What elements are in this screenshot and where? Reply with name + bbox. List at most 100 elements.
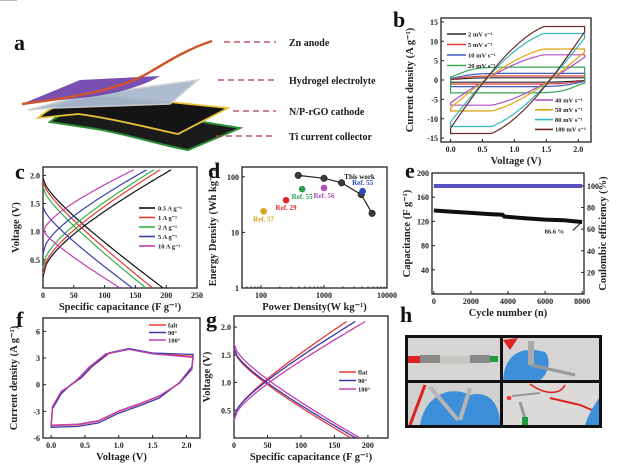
y-tick-label: 1 [235,284,239,293]
legend-label: 0.5 A g⁻¹ [158,205,182,212]
x-tick-label: 150 [129,291,141,300]
legend-label: 10 mV s⁻¹ [468,52,496,59]
panel-h-photos [405,335,602,428]
x-axis-label: Voltage (V) [96,452,147,463]
y-tick-label: 0 [36,381,40,390]
y-axis-label: Current density (A g⁻¹) [9,325,20,430]
charge-curve-5 [42,169,134,235]
photo-led-demo [503,383,599,426]
ref-point [359,187,366,195]
this-work-point [320,174,328,182]
y-tick-label: 160 [417,193,429,202]
photo-folded-device [408,383,500,426]
photo-bent-device [503,338,599,380]
chart-f: 0.0 0.5 1.0 1.5 2.0 6 3 0 -3 -6 Voltage (V) Current… [9,317,201,463]
panel-label-e: e [405,158,415,183]
ref-label: Ref. 55 [352,179,373,187]
cv-bend-curve-3 [50,348,194,426]
y-axis-label: Voltage (V) [11,202,22,253]
legend-label: 100 mV s⁻¹ [555,127,586,134]
ref-point [320,184,328,192]
legend-label: 80 mV s⁻¹ [555,117,583,124]
x-tick-label: 1.5 [148,441,158,450]
legend-label: 50 mV s⁻¹ [555,107,583,114]
cv-curve-5 [450,54,586,106]
x-tick-label: 2.0 [573,145,583,154]
y-tick-label: 1.0 [30,228,40,237]
cv-curve-7 [450,32,586,128]
y-tick-label: 1.5 [221,351,231,360]
y-tick-label: 0.5 [221,406,231,415]
chart-d: 100 1000 10000 1 10 100 Power Density(W kg⁻¹) E… [208,166,397,313]
y-axis-label: Voltage (V) [202,351,213,402]
discharge-curve-2 [42,180,153,289]
label-cathode: N/P-rGO cathode [289,107,365,118]
discharge-curve-3 [233,343,361,439]
y-tick-label: 6 [36,327,40,336]
y-tick-label: 100 [227,173,239,182]
x-tick-label: 100 [255,291,267,300]
chart-b: 0.0 0.5 1.0 1.5 2.0 15 10 5 0 -5 -10 -15 Voltage (V)… [405,17,592,167]
discharge-curve-1 [233,349,352,439]
legend-label: flat [358,369,368,376]
panel-label-f: f [16,307,24,332]
discharge-curve-1 [42,178,164,289]
cv-curve-1 [450,77,586,83]
y-tick-label: 80 [421,242,429,251]
legend-label: 2 mV s⁻¹ [468,31,492,38]
y-tick-label: 2.0 [221,323,231,332]
top-edge-mark [0,0,17,1]
legend-label: 40 mV s⁻¹ [555,97,583,104]
y-tick-label: 1.5 [30,200,40,209]
x-tick-label: 4000 [500,297,516,306]
x-axis-label: Voltage (V) [491,156,542,167]
y-tick-label: 120 [417,217,429,226]
charge-curve-2 [42,169,161,275]
x-tick-label: 2.0 [181,441,191,450]
plot-frame [233,315,389,439]
chart-c: 0 50 100 150 200 250 0.5 1.0 1.5 2.0 Specific capa… [11,166,203,313]
x-tick-label: 2000 [463,297,479,306]
legend-label: 2 A g⁻¹ [158,224,177,231]
x-axis-label: Power Density(W kg⁻¹) [262,302,367,313]
x-tick-label: 6000 [537,297,553,306]
legend-label: 180° [358,386,371,393]
y-tick-label: 2.0 [30,171,40,180]
ref-label: Ref. 55 [292,193,313,201]
y-tick-label: -15 [427,134,438,143]
zn-anode-layer [21,39,213,106]
x-tick-label: 50 [263,441,271,450]
x-tick-label: 1.0 [114,441,124,450]
cv-curve-3 [450,72,586,88]
y-tick-label: 15 [430,18,438,27]
label-collector: Ti current collector [289,132,372,143]
legend-label: 5 A g⁻¹ [158,234,177,241]
y-right-tick-label: 20 [587,268,595,277]
charge-curve-3 [233,320,366,421]
ref-label: Ref. 56 [313,192,334,200]
panel-label-c: c [15,159,25,184]
x-tick-label: 0.0 [46,441,56,450]
discharge-curve-2 [233,347,357,439]
x-tick-label: 1.0 [509,145,519,154]
y-tick-label: 1.0 [221,379,231,388]
retention-annotation: 86.6 % [545,229,565,236]
x-tick-label: 100 [295,441,307,450]
panel-label-h: h [400,302,412,327]
x-tick-label: 0.5 [80,441,90,450]
label-zn-anode: Zn anode [289,38,330,49]
x-tick-label: 200 [160,291,172,300]
y-tick-label: -10 [427,115,438,124]
x-axis-label: Specific capacitance (F g⁻¹) [59,302,182,313]
ref-label: Ref. 57 [253,215,274,223]
ref-point [282,196,290,204]
x-tick-label: 1.5 [541,145,551,154]
plot-frame [42,317,201,439]
y-right-axis-label: Coulombic efficiency (%) [598,176,609,291]
y-tick-label: 40 [421,266,429,275]
charge-curve-1 [42,169,172,277]
legend-label: 5 mV s⁻¹ [468,42,492,49]
cv-curve-6 [450,48,586,112]
legend-label: falt [168,322,178,329]
